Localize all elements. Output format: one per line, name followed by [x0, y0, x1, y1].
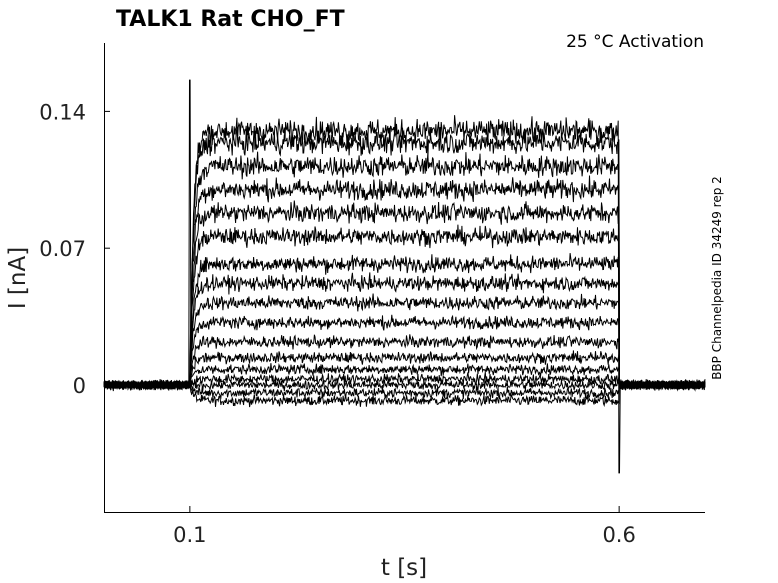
- x-tick-label: 0.6: [602, 523, 635, 547]
- chart-subtitle: 25 °C Activation: [566, 32, 704, 52]
- trace-group: [103, 79, 706, 474]
- y-axis-label: I [nA]: [5, 247, 31, 309]
- x-tick-group: 0.1 0.6: [173, 506, 636, 547]
- current-trace: [103, 272, 706, 391]
- x-axis-label: t [s]: [381, 555, 427, 581]
- y-tick-label: 0.07: [39, 237, 86, 261]
- current-trace: [103, 151, 706, 391]
- y-tick-label: 0.14: [39, 100, 86, 124]
- current-trace: [103, 363, 706, 391]
- current-trace: [103, 200, 706, 391]
- current-trace: [103, 378, 706, 392]
- current-trace: [103, 314, 706, 391]
- current-trace: [103, 380, 706, 400]
- current-trace: [103, 253, 706, 391]
- x-tick-label: 0.1: [173, 523, 206, 547]
- current-trace: [103, 224, 706, 391]
- current-trace: [104, 293, 706, 391]
- current-trace: [103, 175, 706, 391]
- chart-title: TALK1 Rat CHO_FT: [116, 7, 345, 32]
- y-tick-group: 0 0.07 0.14: [39, 100, 110, 398]
- current-trace: [103, 79, 706, 474]
- current-trace: [103, 350, 706, 391]
- y-tick-label: 0: [73, 374, 86, 398]
- current-trace: [103, 125, 706, 392]
- current-trace: [103, 372, 706, 391]
- current-trace: [103, 334, 706, 391]
- current-trace: [103, 380, 706, 408]
- source-note: BBP Channelpedia ID 34249 rep 2: [710, 176, 724, 380]
